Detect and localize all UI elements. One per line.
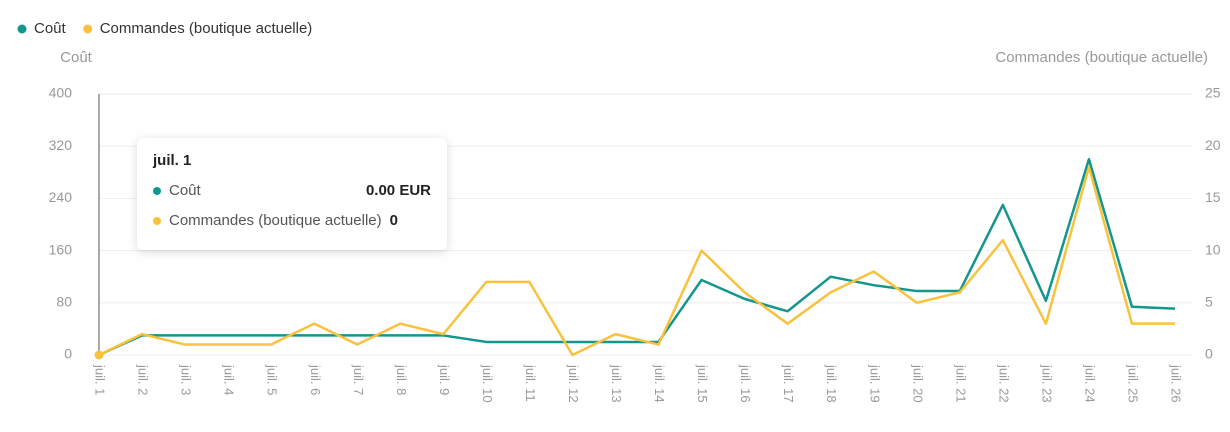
x-tick-label: juil. 22 [996, 364, 1011, 403]
x-tick-label: juil. 8 [394, 364, 409, 395]
x-tick-label: juil. 24 [1082, 364, 1097, 403]
legend-marker [83, 24, 93, 34]
x-tick-label: juil. 3 [179, 364, 194, 395]
y-tick-label: 80 [56, 294, 72, 310]
x-tick-label: juil. 15 [695, 364, 710, 403]
tooltip-title: juil. 1 [153, 152, 192, 169]
hover-point [94, 350, 104, 360]
y-tick-label: 160 [49, 241, 73, 257]
x-tick-label: juil. 16 [738, 364, 753, 403]
tooltip-value: 0.00 EUR [365, 182, 431, 199]
x-tick-label: juil. 9 [437, 364, 452, 395]
series-line [98, 158, 1176, 357]
x-tick-label: juil. 6 [308, 364, 323, 395]
tooltip-dot [153, 186, 161, 195]
legend-label: Coût [34, 20, 67, 37]
y2-tick-label: 0 [1205, 346, 1213, 362]
y-tick-label: 240 [49, 189, 73, 205]
tooltip-row: Commandes (boutique actuelle) 0 [153, 212, 431, 229]
x-tick-label: juil. 5 [265, 364, 280, 395]
y-tick-label: 400 [49, 85, 73, 101]
x-tick-label: juil. 19 [867, 364, 882, 403]
x-tick-label: juil. 26 [1169, 364, 1184, 403]
legend-label: Commandes (boutique actuelle) [100, 20, 313, 37]
tooltip-name: Commandes (boutique actuelle) [169, 212, 382, 229]
x-tick-label: juil. 7 [351, 364, 366, 395]
x-tick-label: juil. 1 [93, 364, 108, 395]
tooltip-row: Coût 0.00 EUR [153, 182, 431, 199]
x-tick-label: juil. 11 [523, 364, 538, 402]
tooltip-dot [153, 216, 161, 225]
x-tick-label: juil. 20 [910, 364, 925, 403]
x-tick-label: juil. 14 [652, 364, 667, 403]
y2-tick-label: 5 [1205, 294, 1213, 310]
y2-tick-label: 25 [1205, 85, 1221, 101]
x-tick-label: juil. 18 [824, 364, 839, 403]
y2-tick-label: 10 [1205, 241, 1221, 257]
x-tick-label: juil. 17 [781, 364, 796, 403]
y-tick-label: 0 [64, 346, 72, 362]
tooltip: juil. 1 Coût 0.00 EUR Commandes (boutique… [137, 138, 447, 250]
x-tick-label: juil. 10 [480, 364, 495, 403]
x-tick-label: juil. 25 [1126, 364, 1141, 403]
legend-marker [17, 24, 27, 34]
x-tick-label: juil. 13 [609, 364, 624, 403]
y-axis-title: Coût [60, 49, 93, 66]
x-tick-label: juil. 21 [953, 364, 968, 403]
x-tick-label: juil. 12 [566, 364, 581, 403]
y-tick-label: 320 [49, 137, 73, 153]
y2-tick-label: 15 [1205, 189, 1221, 205]
tooltip-value: 0 [389, 212, 398, 229]
tooltip-name: Coût [169, 182, 201, 199]
y2-tick-label: 20 [1205, 137, 1221, 153]
x-tick-label: juil. 2 [136, 364, 151, 395]
x-tick-label: juil. 4 [222, 364, 237, 395]
x-tick-label: juil. 23 [1039, 364, 1054, 403]
y2-axis-title: Commandes (boutique actuelle) [995, 49, 1208, 66]
series-line [98, 165, 1175, 357]
